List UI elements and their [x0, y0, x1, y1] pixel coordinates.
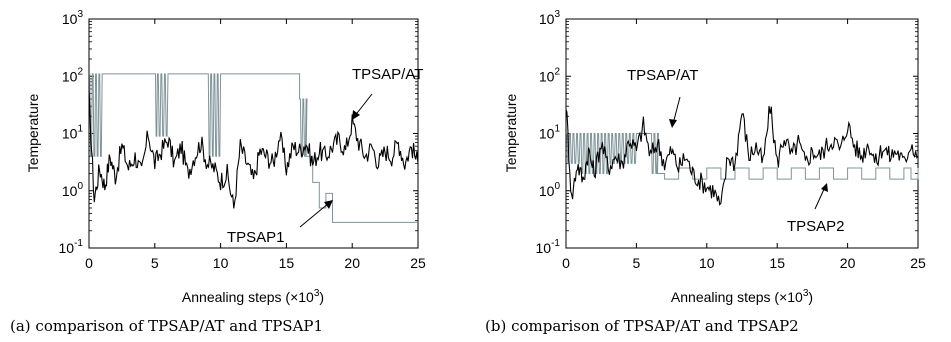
x-tick-label: 15	[279, 255, 295, 271]
x-tick-label: 20	[344, 255, 360, 271]
y-tick-label: 103	[539, 9, 561, 27]
x-axis-label-text: Annealing steps (×10	[182, 289, 314, 305]
x-axis-label-close: )	[319, 289, 324, 305]
annotation-tpsap1: TPSAP1	[227, 229, 285, 246]
x-axis-label-text: Annealing steps (×10	[671, 289, 803, 305]
annotation-arrow-tpsap-at	[672, 96, 681, 125]
x-tick-label: 10	[699, 255, 715, 271]
x-tick-label: 0	[562, 255, 570, 271]
x-tick-label: 25	[910, 255, 926, 271]
annotation-arrow-tpsap2	[814, 186, 826, 210]
x-tick-label: 10	[213, 255, 229, 271]
x-axis-label: Annealing steps (×103)	[182, 288, 324, 305]
x-axis-label-exponent: 3	[314, 288, 320, 299]
caption: (b) comparison of TPSAP/AT and TPSAP2	[485, 317, 799, 335]
series-tpsap-at	[88, 91, 419, 209]
annotation-arrow-tpsap1	[299, 202, 330, 228]
y-tick-label: 100	[62, 181, 84, 199]
y-tick-label: 10-1	[536, 238, 561, 256]
y-axis-label: Temperature	[503, 93, 519, 172]
y-tick-label: 102	[62, 66, 84, 84]
x-tick-label: 20	[840, 255, 856, 271]
series-tpsap2	[566, 133, 919, 180]
annotation-tpsap-at: TPSAP/AT	[627, 67, 698, 84]
series-layer	[565, 105, 919, 206]
x-tick-label: 5	[633, 255, 641, 271]
y-axis-label: Temperature	[25, 93, 41, 172]
x-tick-labels: 0 5 10 15 20 25	[85, 255, 426, 271]
y-tick-label: 100	[539, 181, 561, 199]
series-tpsap-at	[565, 105, 919, 206]
y-tick-labels: 10-1 100 101 102 103	[536, 9, 561, 256]
annotation-arrowhead-tpsap2	[821, 183, 828, 192]
series-tpsap1	[89, 73, 418, 223]
caption: (a) comparison of TPSAP/AT and TPSAP1	[10, 317, 323, 335]
annotation-tpsap-at: TPSAP/AT	[352, 66, 423, 83]
x-tick-label: 0	[85, 255, 93, 271]
x-tick-label: 25	[410, 255, 426, 271]
annotation-arrowhead-tpsap1	[324, 200, 333, 209]
annotation-tpsap2: TPSAP2	[787, 218, 845, 235]
y-tick-label: 103	[62, 9, 84, 27]
x-tick-labels: 0 5 10 15 20 25	[562, 255, 926, 271]
axis-ticks	[88, 18, 419, 249]
x-tick-label: 15	[769, 255, 785, 271]
y-tick-label: 101	[539, 124, 561, 142]
x-axis-label: Annealing steps (×103)	[671, 288, 813, 305]
x-axis-label-close: )	[808, 289, 813, 305]
y-tick-label: 10-1	[59, 238, 84, 256]
y-tick-label: 102	[539, 66, 561, 84]
plot-frame	[88, 18, 419, 249]
x-axis-label-exponent: 3	[803, 288, 809, 299]
y-tick-labels: 10-1 100 101 102 103	[59, 9, 84, 256]
annotation-arrowhead-tpsap-at	[669, 119, 677, 128]
annotation-arrowhead-tpsap-at	[352, 110, 360, 120]
x-tick-label: 5	[151, 255, 159, 271]
y-tick-label: 101	[62, 124, 84, 142]
series-layer	[88, 73, 419, 223]
